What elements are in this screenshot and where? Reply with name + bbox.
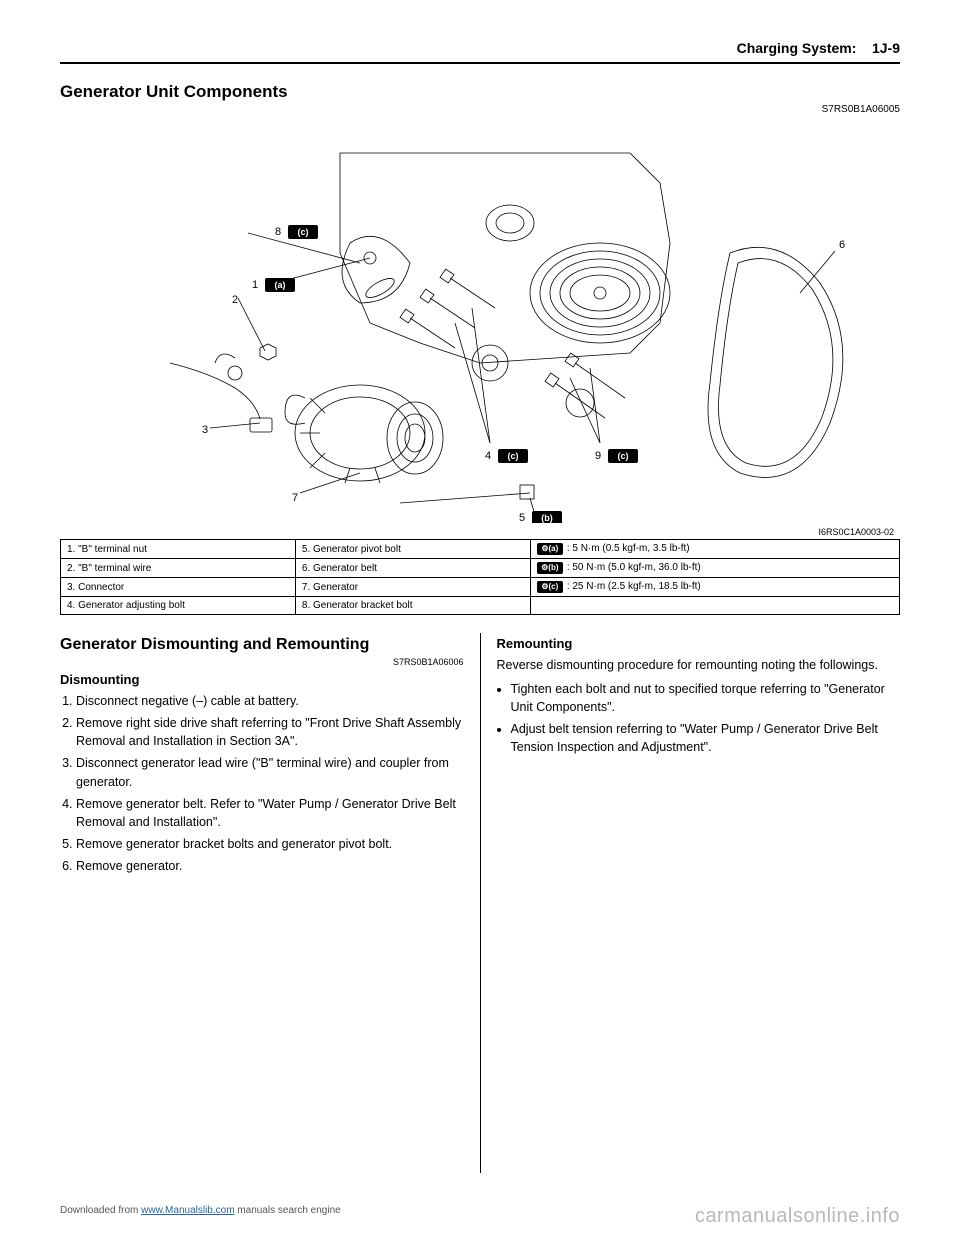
table-cell: 5. Generator pivot bolt	[295, 540, 530, 559]
table-cell: 1. "B" terminal nut	[61, 540, 296, 559]
callout-5: 5	[519, 512, 525, 523]
table-cell: 6. Generator belt	[295, 559, 530, 578]
callout-7: 7	[292, 492, 298, 504]
torque-text: : 50 N·m (5.0 kgf-m, 36.0 lb-ft)	[567, 562, 701, 573]
table-cell	[530, 597, 899, 615]
torque-text: : 25 N·m (2.5 kgf-m, 18.5 lb-ft)	[567, 581, 701, 592]
exploded-diagram: 8 (c) 1 (a) 2 3 7 4 (c) 5 (b) 9 (c)	[60, 123, 900, 523]
bullet-item: Tighten each bolt and nut to specified t…	[511, 680, 901, 716]
table-cell: ⚙(c) : 25 N·m (2.5 kgf-m, 18.5 lb-ft)	[530, 578, 899, 597]
page-number: 1J-9	[872, 40, 900, 56]
table-cell: ⚙(b) : 50 N·m (5.0 kgf-m, 36.0 lb-ft)	[530, 559, 899, 578]
step-item: Disconnect negative (–) cable at battery…	[76, 692, 464, 710]
step-item: Remove generator.	[76, 857, 464, 875]
doc-code-2: S7RS0B1A06006	[60, 656, 464, 669]
left-column: Generator Dismounting and Remounting S7R…	[60, 633, 464, 1173]
torque-icon: ⚙(c)	[537, 581, 563, 593]
callout-3: 3	[202, 424, 208, 436]
torque-text: : 5 N·m (0.5 kgf-m, 3.5 lb-ft)	[567, 543, 690, 554]
watermark: carmanualsonline.info	[695, 1205, 900, 1228]
footer-pre: Downloaded from	[60, 1205, 141, 1216]
callout-9: 9	[595, 450, 601, 462]
callout-8: 8	[275, 226, 281, 238]
table-cell: 4. Generator adjusting bolt	[61, 597, 296, 615]
table-cell: 3. Connector	[61, 578, 296, 597]
table-cell: ⚙(a) : 5 N·m (0.5 kgf-m, 3.5 lb-ft)	[530, 540, 899, 559]
callout-c-2: (c)	[508, 451, 519, 461]
page-footer: Downloaded from www.Manualslib.com manua…	[60, 1205, 900, 1228]
section-title-2: Generator Dismounting and Remounting	[60, 633, 369, 656]
chapter-label: Charging System:	[737, 40, 857, 56]
right-column: Remounting Reverse dismounting procedure…	[497, 633, 901, 1173]
diagram-id: I6RS0C1A0003-02	[60, 527, 900, 537]
footer-link[interactable]: www.Manualslib.com	[141, 1205, 234, 1216]
step-item: Remove generator belt. Refer to "Water P…	[76, 795, 464, 831]
callout-b: (b)	[541, 513, 553, 523]
callout-6: 6	[839, 239, 845, 251]
step-item: Remove right side drive shaft referring …	[76, 714, 464, 750]
dismounting-steps: Disconnect negative (–) cable at battery…	[60, 692, 464, 875]
step-item: Remove generator bracket bolts and gener…	[76, 835, 464, 853]
callout-c-1: (c)	[298, 227, 309, 237]
remounting-bullets: Tighten each bolt and nut to specified t…	[497, 680, 901, 757]
callout-a: (a)	[275, 280, 286, 290]
torque-icon: ⚙(b)	[537, 562, 563, 574]
parts-table: 1. "B" terminal nut5. Generator pivot bo…	[60, 539, 900, 615]
section-title-1: Generator Unit Components	[60, 82, 900, 102]
doc-code-1: S7RS0B1A06005	[60, 104, 900, 115]
callout-1: 1	[252, 279, 258, 291]
step-item: Disconnect generator lead wire ("B" term…	[76, 754, 464, 790]
table-cell: 8. Generator bracket bolt	[295, 597, 530, 615]
column-divider	[480, 633, 481, 1173]
remounting-intro: Reverse dismounting procedure for remoun…	[497, 656, 901, 674]
table-cell: 2. "B" terminal wire	[61, 559, 296, 578]
bullet-item: Adjust belt tension referring to "Water …	[511, 720, 901, 756]
remounting-heading: Remounting	[497, 635, 901, 654]
callout-c-3: (c)	[618, 451, 629, 461]
callout-2: 2	[232, 294, 238, 306]
dismounting-heading: Dismounting	[60, 671, 464, 690]
footer-post: manuals search engine	[235, 1205, 341, 1216]
callout-4: 4	[485, 450, 491, 462]
page-header: Charging System: 1J-9	[60, 40, 900, 64]
table-cell: 7. Generator	[295, 578, 530, 597]
torque-icon: ⚙(a)	[537, 543, 563, 555]
